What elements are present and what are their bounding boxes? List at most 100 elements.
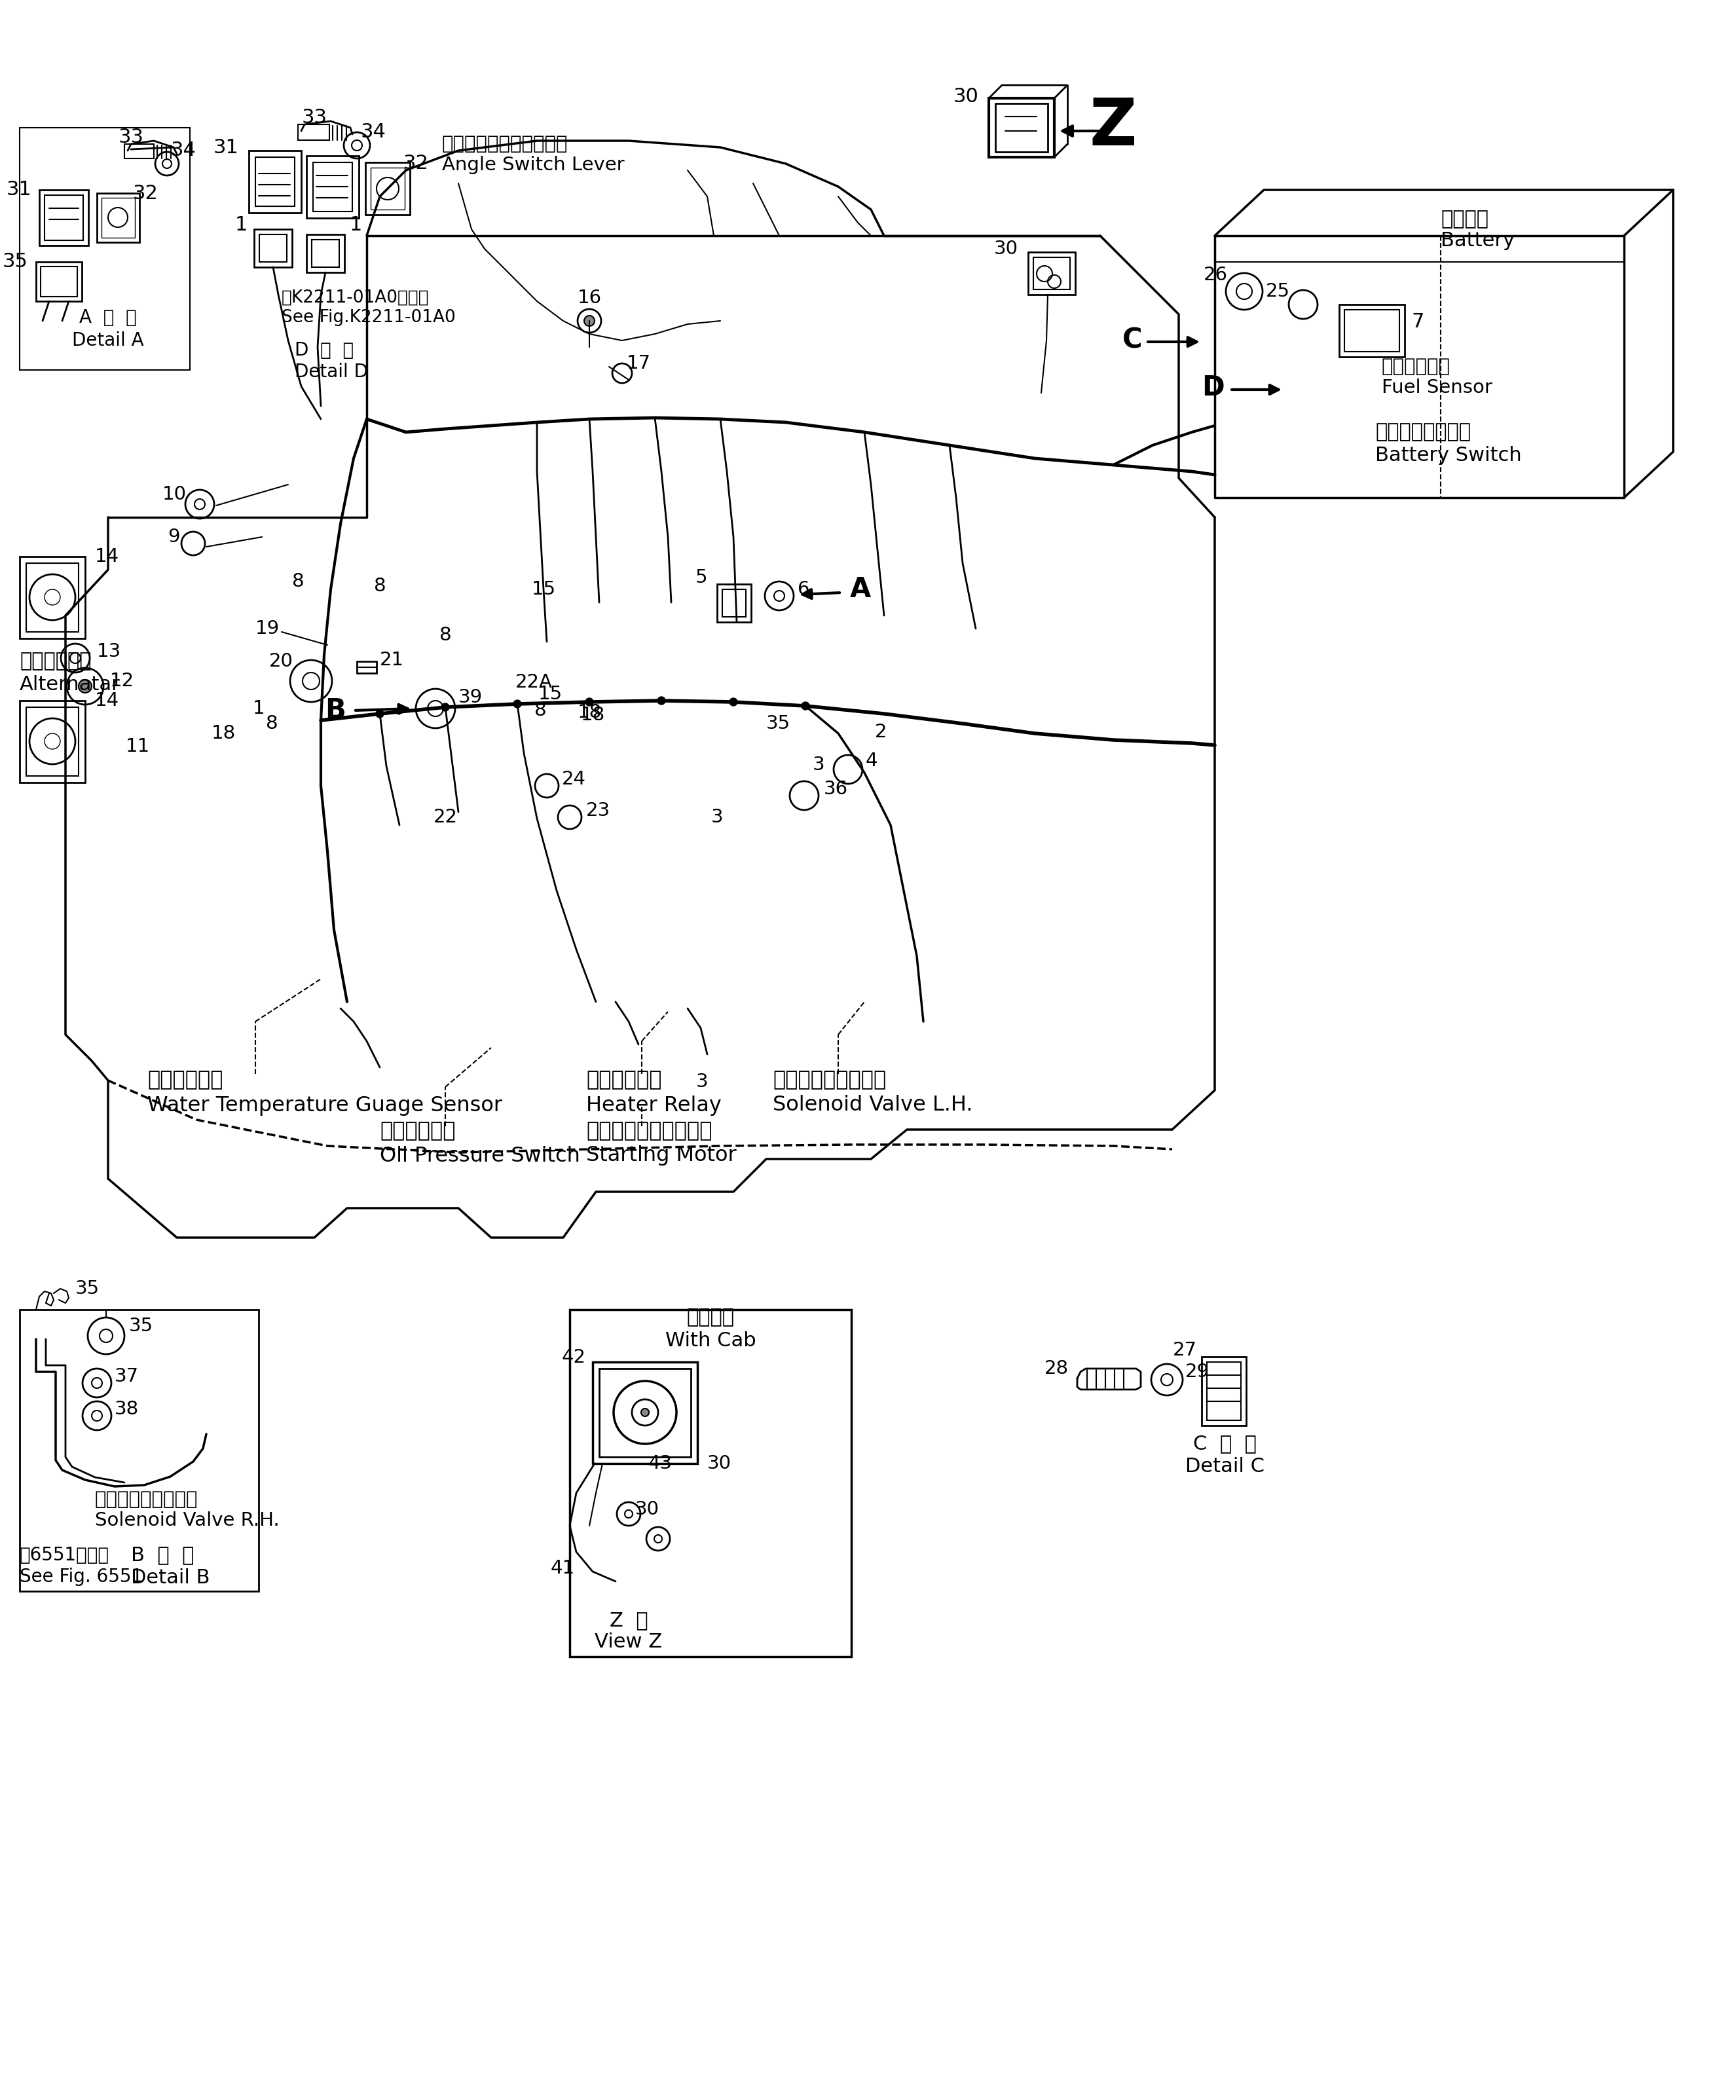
- Bar: [26, 563, 78, 632]
- Text: View Z: View Z: [595, 1634, 663, 1653]
- Text: ヒータリレー: ヒータリレー: [587, 1071, 661, 1090]
- Text: 30: 30: [953, 88, 979, 107]
- Text: 5: 5: [694, 569, 707, 586]
- Text: Solenoid Valve R.H.: Solenoid Valve R.H.: [95, 1512, 279, 1529]
- Text: バッテリスイッチ: バッテリスイッチ: [1375, 422, 1470, 441]
- Text: 25: 25: [1266, 281, 1290, 300]
- Text: With Cab: With Cab: [665, 1331, 755, 1350]
- Text: 34: 34: [361, 122, 385, 143]
- Text: Water Temperature Guage Sensor: Water Temperature Guage Sensor: [148, 1096, 502, 1115]
- Circle shape: [802, 701, 809, 710]
- Text: フエルセンサ: フエルセンサ: [1382, 357, 1451, 376]
- Bar: [1201, 1357, 1246, 1426]
- Text: 30: 30: [635, 1499, 660, 1518]
- Text: 39: 39: [458, 689, 483, 706]
- Text: 37: 37: [115, 1367, 139, 1386]
- Text: 水温計センサ: 水温計センサ: [148, 1071, 222, 1090]
- Text: 8: 8: [535, 701, 547, 720]
- Text: 15: 15: [538, 685, 562, 704]
- Bar: [722, 590, 746, 617]
- Text: 油圧スイッチ: 油圧スイッチ: [380, 1121, 455, 1142]
- Text: 35: 35: [75, 1279, 99, 1298]
- Text: 30: 30: [707, 1455, 731, 1472]
- Text: 第6551図参照: 第6551図参照: [19, 1546, 109, 1564]
- Text: Detail B: Detail B: [130, 1569, 210, 1588]
- Bar: [569, 1310, 851, 1657]
- Text: B  詳  細: B 詳 細: [130, 1546, 194, 1564]
- Text: アングルスイッチレバー: アングルスイッチレバー: [443, 134, 568, 153]
- Text: オルタネータ: オルタネータ: [19, 651, 92, 670]
- Text: 31: 31: [5, 181, 31, 199]
- Text: Fuel Sensor: Fuel Sensor: [1382, 378, 1493, 397]
- Circle shape: [514, 699, 521, 708]
- Bar: [40, 189, 89, 246]
- Text: Starting Motor: Starting Motor: [587, 1147, 736, 1166]
- Text: 22A: 22A: [516, 674, 552, 691]
- Text: バッテリ: バッテリ: [1441, 210, 1488, 229]
- Text: キャブ付: キャブ付: [687, 1308, 734, 1327]
- Text: 30: 30: [995, 239, 1019, 258]
- Text: 1: 1: [234, 216, 248, 235]
- Text: 32: 32: [132, 183, 158, 204]
- Text: 14: 14: [95, 691, 120, 710]
- Bar: [1338, 304, 1404, 357]
- Circle shape: [658, 697, 665, 706]
- Bar: [125, 145, 155, 157]
- Circle shape: [78, 680, 92, 693]
- Bar: [19, 556, 85, 638]
- Bar: [1207, 1363, 1241, 1420]
- Text: 17: 17: [627, 355, 651, 372]
- Text: 12: 12: [109, 672, 134, 691]
- Text: 18: 18: [212, 724, 236, 743]
- Text: 41: 41: [550, 1558, 575, 1577]
- Text: 15: 15: [531, 580, 556, 598]
- Bar: [255, 157, 295, 206]
- Bar: [101, 197, 135, 237]
- Bar: [97, 193, 139, 242]
- Text: Z  視: Z 視: [609, 1611, 648, 1630]
- Text: 23: 23: [587, 802, 611, 819]
- Text: 26: 26: [1203, 267, 1227, 284]
- Bar: [990, 99, 1054, 158]
- Text: C: C: [1123, 328, 1142, 355]
- Text: 2: 2: [875, 722, 887, 741]
- Text: B: B: [325, 697, 345, 724]
- Text: 3: 3: [812, 756, 825, 775]
- Text: 34: 34: [170, 141, 196, 160]
- Text: D  詳  細: D 詳 細: [295, 340, 354, 359]
- Bar: [372, 168, 404, 210]
- Bar: [40, 267, 78, 296]
- Text: 33: 33: [118, 128, 144, 147]
- Text: 7: 7: [1411, 313, 1424, 332]
- Text: Detail D: Detail D: [295, 363, 368, 380]
- Text: See Fig.K2211-01A0: See Fig.K2211-01A0: [281, 309, 455, 325]
- Text: 29: 29: [1186, 1363, 1210, 1382]
- Text: 3: 3: [696, 1073, 708, 1090]
- Text: 18: 18: [576, 704, 602, 722]
- Circle shape: [729, 697, 738, 706]
- Text: Alternatar: Alternatar: [19, 674, 120, 693]
- Text: 33: 33: [302, 109, 326, 128]
- Circle shape: [377, 710, 384, 718]
- Bar: [26, 708, 78, 777]
- Text: Battery Switch: Battery Switch: [1375, 445, 1522, 464]
- Bar: [1344, 309, 1399, 351]
- Text: 11: 11: [125, 737, 149, 756]
- Text: 31: 31: [214, 139, 240, 157]
- Bar: [19, 128, 189, 370]
- Text: 第K2211-01A0図参照: 第K2211-01A0図参照: [281, 290, 429, 307]
- Bar: [1033, 258, 1069, 290]
- Text: 8: 8: [439, 626, 451, 645]
- Text: 24: 24: [562, 771, 587, 788]
- Text: 27: 27: [1174, 1342, 1198, 1359]
- Text: 8: 8: [292, 573, 304, 590]
- Text: A: A: [851, 575, 871, 603]
- Text: Heater Relay: Heater Relay: [587, 1096, 722, 1115]
- Circle shape: [585, 697, 594, 706]
- Text: 43: 43: [648, 1455, 672, 1472]
- Text: 8: 8: [373, 578, 385, 594]
- Bar: [19, 1310, 259, 1592]
- Text: 22: 22: [434, 808, 457, 827]
- Bar: [307, 235, 344, 273]
- Text: Z: Z: [1090, 97, 1137, 160]
